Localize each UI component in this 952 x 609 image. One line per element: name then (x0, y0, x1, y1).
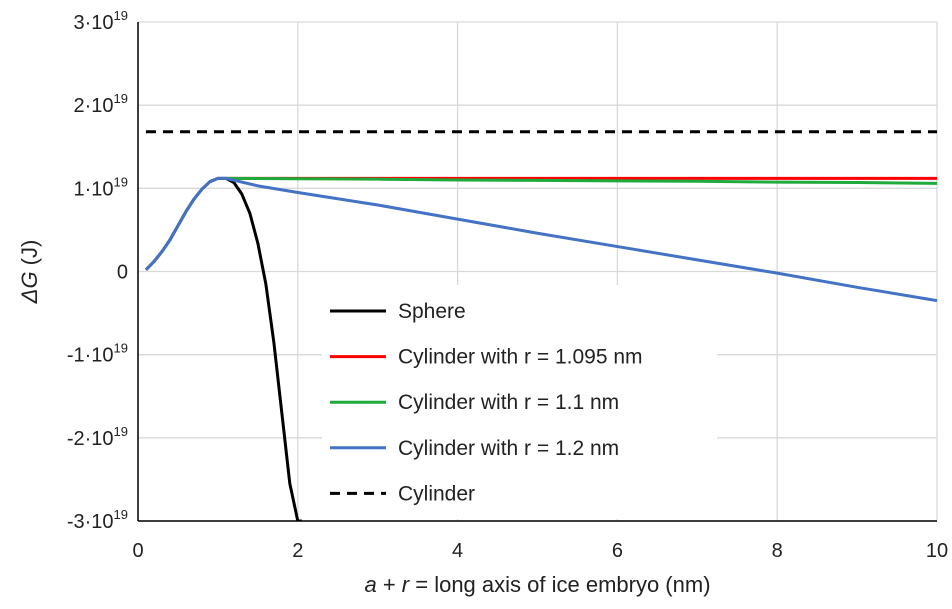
x-tick-label: 2 (292, 540, 303, 562)
tick-labels: 0 2 4 6 8 10 3·1019 2·1019 1·1019 0 -1·1019 -2·1019… (67, 8, 948, 562)
legend: Sphere Cylinder with r = 1.095 nm Cylinder… (322, 285, 717, 519)
axes (137, 22, 937, 522)
axis-titles: a + r = long axis of ice embryo (nm) ΔG (… (17, 240, 711, 597)
legend-label: Cylinder with r = 1.2 nm (398, 437, 619, 460)
series-line-4 (144, 176, 938, 303)
series-line-3 (225, 176, 938, 185)
y-tick-label: 1·1019 (74, 174, 129, 200)
x-tick-label: 6 (612, 540, 623, 562)
y-axis-title: ΔG (J) (17, 240, 42, 305)
x-axis-title: a + r = long axis of ice embryo (nm) (364, 572, 710, 597)
x-tick-label: 10 (926, 540, 948, 562)
y-tick-label: -2·1019 (67, 424, 128, 450)
y-tick-label: 3·1019 (74, 8, 129, 34)
legend-background (322, 285, 717, 519)
y-tick-label: 2·1019 (74, 91, 129, 117)
x-tick-label: 0 (132, 540, 143, 562)
series-lines (144, 130, 938, 521)
legend-label: Cylinder with r = 1.1 nm (398, 391, 619, 414)
series-line-1 (144, 176, 302, 521)
legend-label: Sphere (398, 300, 466, 323)
y-tick-label: 0 (117, 262, 128, 284)
legend-label: Cylinder (398, 482, 475, 505)
y-tick-label: -1·1019 (67, 341, 128, 367)
y-tick-label: -3·1019 (67, 507, 128, 533)
legend-label: Cylinder with r = 1.095 nm (398, 346, 643, 369)
x-tick-label: 8 (772, 540, 783, 562)
x-tick-label: 4 (452, 540, 463, 562)
